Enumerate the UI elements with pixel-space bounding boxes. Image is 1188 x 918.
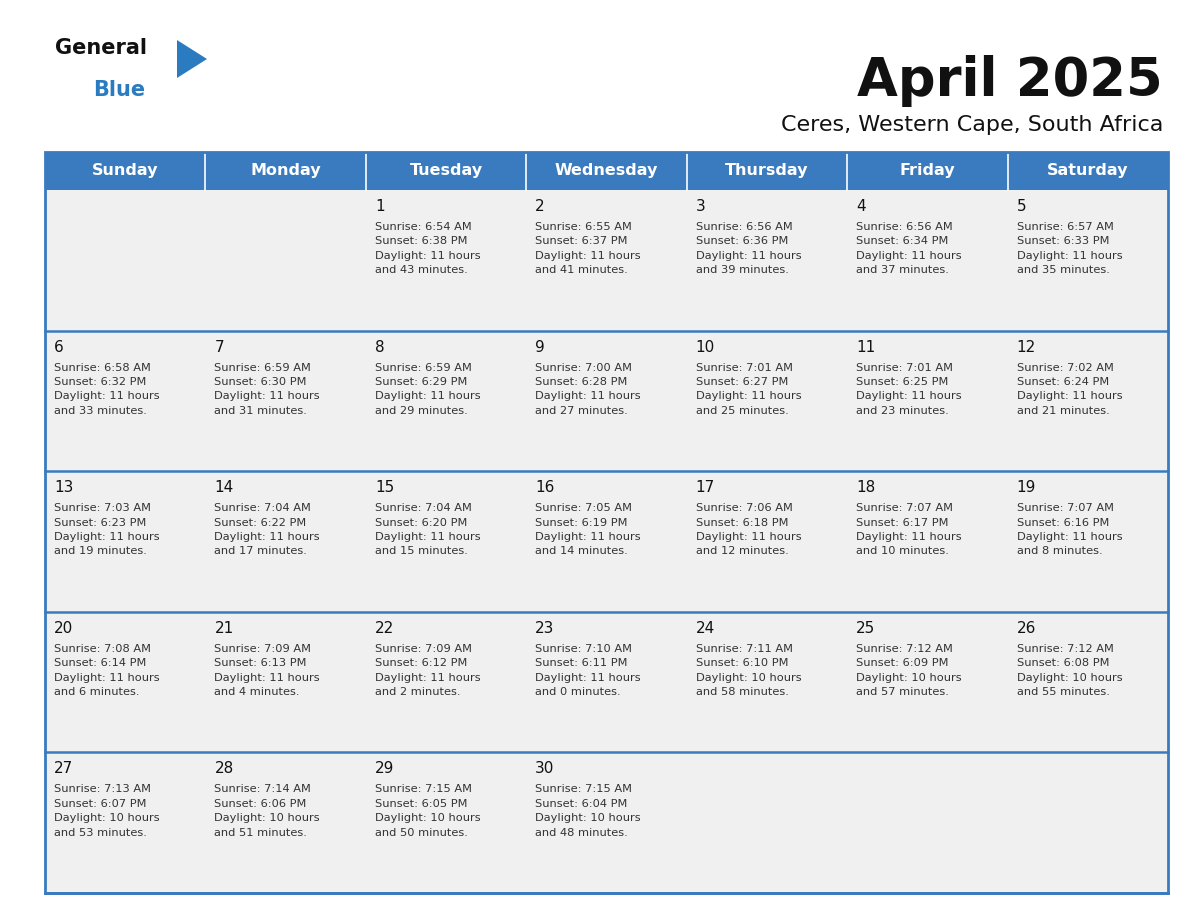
Bar xyxy=(366,152,526,190)
Text: 14: 14 xyxy=(214,480,234,495)
Bar xyxy=(45,753,1168,893)
Text: Blue: Blue xyxy=(93,80,145,100)
Text: 11: 11 xyxy=(857,340,876,354)
Text: Sunrise: 7:14 AM
Sunset: 6:06 PM
Daylight: 10 hours
and 51 minutes.: Sunrise: 7:14 AM Sunset: 6:06 PM Dayligh… xyxy=(214,784,320,837)
Text: 1: 1 xyxy=(375,199,385,214)
Bar xyxy=(687,152,847,190)
Text: 8: 8 xyxy=(375,340,385,354)
Text: Sunrise: 6:56 AM
Sunset: 6:34 PM
Daylight: 11 hours
and 37 minutes.: Sunrise: 6:56 AM Sunset: 6:34 PM Dayligh… xyxy=(857,222,962,275)
Text: 20: 20 xyxy=(53,621,74,636)
Text: 9: 9 xyxy=(536,340,545,354)
Text: Sunrise: 7:15 AM
Sunset: 6:04 PM
Daylight: 10 hours
and 48 minutes.: Sunrise: 7:15 AM Sunset: 6:04 PM Dayligh… xyxy=(536,784,640,837)
Text: 12: 12 xyxy=(1017,340,1036,354)
Text: General: General xyxy=(55,38,147,58)
Bar xyxy=(45,330,1168,471)
Text: Sunrise: 7:01 AM
Sunset: 6:25 PM
Daylight: 11 hours
and 23 minutes.: Sunrise: 7:01 AM Sunset: 6:25 PM Dayligh… xyxy=(857,363,962,416)
Text: Sunrise: 6:55 AM
Sunset: 6:37 PM
Daylight: 11 hours
and 41 minutes.: Sunrise: 6:55 AM Sunset: 6:37 PM Dayligh… xyxy=(536,222,640,275)
Text: 15: 15 xyxy=(375,480,394,495)
Text: Sunrise: 7:00 AM
Sunset: 6:28 PM
Daylight: 11 hours
and 27 minutes.: Sunrise: 7:00 AM Sunset: 6:28 PM Dayligh… xyxy=(536,363,640,416)
Text: 17: 17 xyxy=(696,480,715,495)
Text: 28: 28 xyxy=(214,761,234,777)
Text: Sunrise: 7:05 AM
Sunset: 6:19 PM
Daylight: 11 hours
and 14 minutes.: Sunrise: 7:05 AM Sunset: 6:19 PM Dayligh… xyxy=(536,503,640,556)
Text: 6: 6 xyxy=(53,340,64,354)
Text: Sunrise: 7:07 AM
Sunset: 6:16 PM
Daylight: 11 hours
and 8 minutes.: Sunrise: 7:07 AM Sunset: 6:16 PM Dayligh… xyxy=(1017,503,1123,556)
Text: April 2025: April 2025 xyxy=(858,55,1163,107)
Text: Thursday: Thursday xyxy=(725,163,809,178)
Bar xyxy=(45,152,206,190)
Text: Sunrise: 6:59 AM
Sunset: 6:30 PM
Daylight: 11 hours
and 31 minutes.: Sunrise: 6:59 AM Sunset: 6:30 PM Dayligh… xyxy=(214,363,320,416)
Text: 4: 4 xyxy=(857,199,866,214)
Text: Wednesday: Wednesday xyxy=(555,163,658,178)
Text: Monday: Monday xyxy=(251,163,321,178)
Text: 22: 22 xyxy=(375,621,394,636)
Text: 30: 30 xyxy=(536,761,555,777)
Bar xyxy=(1007,152,1168,190)
Text: 24: 24 xyxy=(696,621,715,636)
Text: Sunrise: 7:12 AM
Sunset: 6:09 PM
Daylight: 10 hours
and 57 minutes.: Sunrise: 7:12 AM Sunset: 6:09 PM Dayligh… xyxy=(857,644,962,697)
Text: Sunrise: 7:04 AM
Sunset: 6:22 PM
Daylight: 11 hours
and 17 minutes.: Sunrise: 7:04 AM Sunset: 6:22 PM Dayligh… xyxy=(214,503,320,556)
Text: 21: 21 xyxy=(214,621,234,636)
Bar xyxy=(45,190,1168,330)
Text: Sunrise: 6:58 AM
Sunset: 6:32 PM
Daylight: 11 hours
and 33 minutes.: Sunrise: 6:58 AM Sunset: 6:32 PM Dayligh… xyxy=(53,363,159,416)
Text: Sunrise: 7:01 AM
Sunset: 6:27 PM
Daylight: 11 hours
and 25 minutes.: Sunrise: 7:01 AM Sunset: 6:27 PM Dayligh… xyxy=(696,363,802,416)
Bar xyxy=(45,471,1168,611)
Bar xyxy=(526,152,687,190)
Text: 7: 7 xyxy=(214,340,225,354)
Text: Sunday: Sunday xyxy=(91,163,158,178)
Text: Sunrise: 7:08 AM
Sunset: 6:14 PM
Daylight: 11 hours
and 6 minutes.: Sunrise: 7:08 AM Sunset: 6:14 PM Dayligh… xyxy=(53,644,159,697)
Text: Tuesday: Tuesday xyxy=(410,163,482,178)
Text: Sunrise: 6:57 AM
Sunset: 6:33 PM
Daylight: 11 hours
and 35 minutes.: Sunrise: 6:57 AM Sunset: 6:33 PM Dayligh… xyxy=(1017,222,1123,275)
Text: Sunrise: 6:56 AM
Sunset: 6:36 PM
Daylight: 11 hours
and 39 minutes.: Sunrise: 6:56 AM Sunset: 6:36 PM Dayligh… xyxy=(696,222,802,275)
Text: Friday: Friday xyxy=(899,163,955,178)
Text: Sunrise: 7:13 AM
Sunset: 6:07 PM
Daylight: 10 hours
and 53 minutes.: Sunrise: 7:13 AM Sunset: 6:07 PM Dayligh… xyxy=(53,784,159,837)
Text: Sunrise: 7:09 AM
Sunset: 6:12 PM
Daylight: 11 hours
and 2 minutes.: Sunrise: 7:09 AM Sunset: 6:12 PM Dayligh… xyxy=(375,644,480,697)
Text: 5: 5 xyxy=(1017,199,1026,214)
Text: Sunrise: 7:12 AM
Sunset: 6:08 PM
Daylight: 10 hours
and 55 minutes.: Sunrise: 7:12 AM Sunset: 6:08 PM Dayligh… xyxy=(1017,644,1123,697)
Bar xyxy=(847,152,1007,190)
Text: 23: 23 xyxy=(536,621,555,636)
Text: Ceres, Western Cape, South Africa: Ceres, Western Cape, South Africa xyxy=(781,115,1163,135)
Text: 3: 3 xyxy=(696,199,706,214)
Text: Sunrise: 7:10 AM
Sunset: 6:11 PM
Daylight: 11 hours
and 0 minutes.: Sunrise: 7:10 AM Sunset: 6:11 PM Dayligh… xyxy=(536,644,640,697)
Text: Sunrise: 7:11 AM
Sunset: 6:10 PM
Daylight: 10 hours
and 58 minutes.: Sunrise: 7:11 AM Sunset: 6:10 PM Dayligh… xyxy=(696,644,802,697)
Text: Sunrise: 7:03 AM
Sunset: 6:23 PM
Daylight: 11 hours
and 19 minutes.: Sunrise: 7:03 AM Sunset: 6:23 PM Dayligh… xyxy=(53,503,159,556)
Text: Saturday: Saturday xyxy=(1047,163,1129,178)
Text: Sunrise: 7:07 AM
Sunset: 6:17 PM
Daylight: 11 hours
and 10 minutes.: Sunrise: 7:07 AM Sunset: 6:17 PM Dayligh… xyxy=(857,503,962,556)
Text: 27: 27 xyxy=(53,761,74,777)
Text: 26: 26 xyxy=(1017,621,1036,636)
Text: Sunrise: 7:09 AM
Sunset: 6:13 PM
Daylight: 11 hours
and 4 minutes.: Sunrise: 7:09 AM Sunset: 6:13 PM Dayligh… xyxy=(214,644,320,697)
Text: 10: 10 xyxy=(696,340,715,354)
Text: 19: 19 xyxy=(1017,480,1036,495)
Bar xyxy=(206,152,366,190)
Text: Sunrise: 6:54 AM
Sunset: 6:38 PM
Daylight: 11 hours
and 43 minutes.: Sunrise: 6:54 AM Sunset: 6:38 PM Dayligh… xyxy=(375,222,480,275)
Text: 16: 16 xyxy=(536,480,555,495)
Polygon shape xyxy=(177,40,207,78)
Text: 29: 29 xyxy=(375,761,394,777)
Text: Sunrise: 7:02 AM
Sunset: 6:24 PM
Daylight: 11 hours
and 21 minutes.: Sunrise: 7:02 AM Sunset: 6:24 PM Dayligh… xyxy=(1017,363,1123,416)
Text: Sunrise: 6:59 AM
Sunset: 6:29 PM
Daylight: 11 hours
and 29 minutes.: Sunrise: 6:59 AM Sunset: 6:29 PM Dayligh… xyxy=(375,363,480,416)
Text: Sunrise: 7:04 AM
Sunset: 6:20 PM
Daylight: 11 hours
and 15 minutes.: Sunrise: 7:04 AM Sunset: 6:20 PM Dayligh… xyxy=(375,503,480,556)
Text: 25: 25 xyxy=(857,621,876,636)
Text: Sunrise: 7:06 AM
Sunset: 6:18 PM
Daylight: 11 hours
and 12 minutes.: Sunrise: 7:06 AM Sunset: 6:18 PM Dayligh… xyxy=(696,503,802,556)
Bar xyxy=(45,152,1168,893)
Text: 18: 18 xyxy=(857,480,876,495)
Text: 13: 13 xyxy=(53,480,74,495)
Text: Sunrise: 7:15 AM
Sunset: 6:05 PM
Daylight: 10 hours
and 50 minutes.: Sunrise: 7:15 AM Sunset: 6:05 PM Dayligh… xyxy=(375,784,480,837)
Text: 2: 2 xyxy=(536,199,545,214)
Bar xyxy=(45,611,1168,753)
